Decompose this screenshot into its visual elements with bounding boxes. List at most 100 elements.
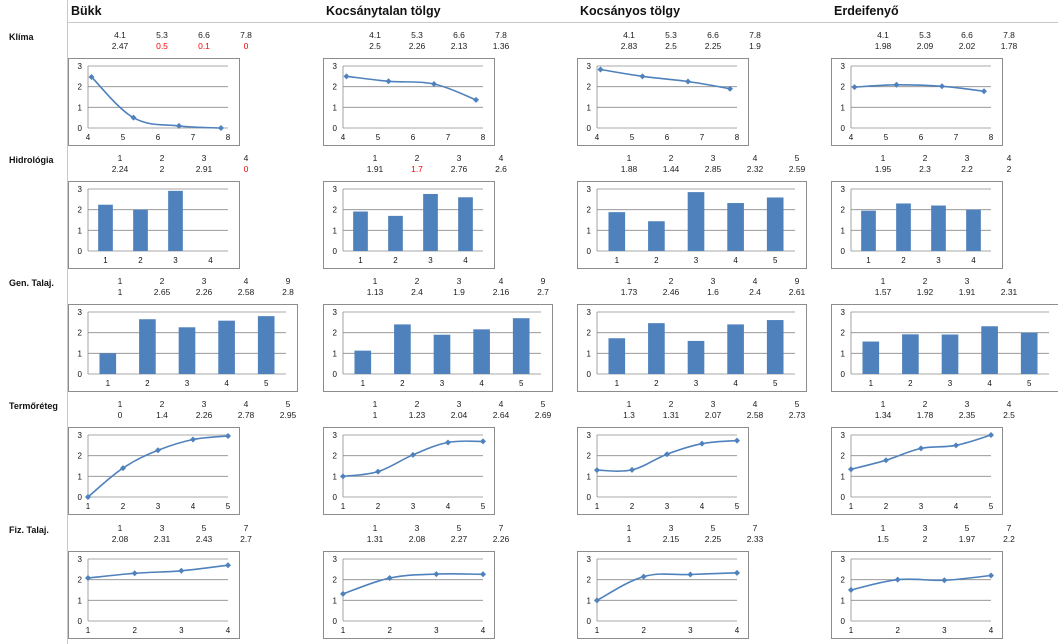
x-value-cell[interactable]: 4	[498, 153, 504, 163]
x-value-cell[interactable]: 1	[626, 153, 632, 163]
x-value-cell[interactable]: 7	[498, 523, 504, 533]
y-value-cell[interactable]: 1.91	[958, 287, 976, 297]
y-value-cell[interactable]: 2.31	[1000, 287, 1018, 297]
x-value-cell[interactable]: 6.6	[198, 30, 210, 40]
x-value-cell[interactable]: 5.3	[156, 30, 168, 40]
chart-gen-talaj-bukk[interactable]: 0 1 2 3 1 2 3 4 5	[68, 304, 298, 392]
y-value-cell[interactable]: 2.6	[495, 164, 507, 174]
x-value-cell[interactable]: 1	[880, 153, 886, 163]
y-value-cell[interactable]: 2.43	[195, 534, 213, 544]
x-value-cell[interactable]: 4	[243, 276, 249, 286]
y-value-cell[interactable]: 2.58	[237, 287, 255, 297]
y-value-cell[interactable]: 1.91	[366, 164, 384, 174]
x-value-cell[interactable]: 7	[1006, 523, 1012, 533]
y-value-cell[interactable]: 1.44	[662, 164, 680, 174]
x-value-cell[interactable]: 2	[668, 153, 674, 163]
y-value-cell[interactable]: 2.58	[746, 410, 764, 420]
y-value-cell[interactable]: 2	[922, 534, 928, 544]
y-value-cell[interactable]: 1.88	[620, 164, 638, 174]
x-value-cell[interactable]: 4.1	[623, 30, 635, 40]
y-value-cell[interactable]: 2.7	[537, 287, 549, 297]
y-value-cell[interactable]: 2.61	[788, 287, 806, 297]
x-value-cell[interactable]: 2	[922, 276, 928, 286]
y-value-cell[interactable]: 2.25	[704, 534, 722, 544]
y-value-cell[interactable]: 1.92	[916, 287, 934, 297]
x-value-cell[interactable]: 3	[159, 523, 165, 533]
chart-gen-talaj-erdeifenyo[interactable]: 0 1 2 3 1 2 3 4 5	[831, 304, 1058, 392]
x-value-cell[interactable]: 3	[456, 276, 462, 286]
x-value-cell[interactable]: 2	[668, 276, 674, 286]
y-value-cell[interactable]: 2.26	[195, 410, 213, 420]
y-value-cell[interactable]: 2.76	[450, 164, 468, 174]
chart-klima-bukk[interactable]: 0 1 2 3 4 5 6 7 8	[68, 58, 240, 146]
chart-gen-talaj-kocsanyos-tolgy[interactable]: 0 1 2 3 1 2 3 4 5	[577, 304, 807, 392]
y-value-cell[interactable]: 2.32	[746, 164, 764, 174]
x-value-cell[interactable]: 7.8	[240, 30, 252, 40]
x-value-cell[interactable]: 7.8	[1003, 30, 1015, 40]
x-value-cell[interactable]: 1	[117, 523, 123, 533]
x-value-cell[interactable]: 9	[285, 276, 291, 286]
y-value-cell[interactable]: 2	[1006, 164, 1012, 174]
y-value-cell[interactable]: 2.13	[450, 41, 468, 51]
y-value-cell[interactable]: 1.13	[366, 287, 384, 297]
y-value-cell[interactable]: 1.23	[408, 410, 426, 420]
x-value-cell[interactable]: 5	[710, 523, 716, 533]
y-value-cell[interactable]: 2.4	[411, 287, 423, 297]
x-value-cell[interactable]: 9	[794, 276, 800, 286]
y-value-cell[interactable]: 1.78	[1000, 41, 1018, 51]
x-value-cell[interactable]: 1	[626, 399, 632, 409]
x-value-cell[interactable]: 9	[540, 276, 546, 286]
x-value-cell[interactable]: 6.6	[961, 30, 973, 40]
y-value-cell[interactable]: 2.26	[408, 41, 426, 51]
x-value-cell[interactable]: 1	[372, 276, 378, 286]
x-value-cell[interactable]: 3	[922, 523, 928, 533]
y-value-cell[interactable]: 2.25	[704, 41, 722, 51]
chart-klima-erdeifenyo[interactable]: 0 1 2 3 4 5 6 7 8	[831, 58, 1003, 146]
y-value-cell[interactable]: 1.57	[874, 287, 892, 297]
y-value-cell[interactable]: 2.26	[195, 287, 213, 297]
y-value-cell[interactable]: 1.31	[662, 410, 680, 420]
chart-hidrologia-bukk[interactable]: 0 1 2 3 1 2 3 4	[68, 181, 240, 269]
y-value-cell[interactable]: 2.02	[958, 41, 976, 51]
chart-hidrologia-erdeifenyo[interactable]: 0 1 2 3 1 2 3 4	[831, 181, 1003, 269]
chart-hidrologia-kocsanytalan-tolgy[interactable]: 0 1 2 3 1 2 3 4	[323, 181, 495, 269]
y-value-cell[interactable]: 2.7	[240, 534, 252, 544]
y-value-cell[interactable]: 2.07	[704, 410, 722, 420]
x-value-cell[interactable]: 2	[159, 399, 165, 409]
x-value-cell[interactable]: 2	[159, 276, 165, 286]
y-value-cell[interactable]: 2.3	[919, 164, 931, 174]
x-value-cell[interactable]: 5	[285, 399, 291, 409]
y-value-cell[interactable]: 1.78	[916, 410, 934, 420]
x-value-cell[interactable]: 4	[498, 399, 504, 409]
x-value-cell[interactable]: 4	[1006, 399, 1012, 409]
x-value-cell[interactable]: 1	[372, 523, 378, 533]
y-value-cell[interactable]: 2.2	[1003, 534, 1015, 544]
x-value-cell[interactable]: 3	[201, 153, 207, 163]
x-value-cell[interactable]: 2	[922, 153, 928, 163]
x-value-cell[interactable]: 6.6	[453, 30, 465, 40]
y-value-cell[interactable]: 1.5	[877, 534, 889, 544]
chart-hidrologia-kocsanyos-tolgy[interactable]: 0 1 2 3 1 2 3 4 5	[577, 181, 807, 269]
x-value-cell[interactable]: 1	[880, 399, 886, 409]
y-value-cell[interactable]: 0	[117, 410, 123, 420]
y-value-cell[interactable]: 1.4	[156, 410, 168, 420]
y-value-cell[interactable]: 2	[159, 164, 165, 174]
y-value-cell[interactable]: 2.47	[111, 41, 129, 51]
x-value-cell[interactable]: 4	[243, 399, 249, 409]
y-value-cell[interactable]: 0.1	[198, 41, 210, 51]
y-value-cell[interactable]: 2.91	[195, 164, 213, 174]
x-value-cell[interactable]: 5	[794, 399, 800, 409]
y-value-cell[interactable]: 0.5	[156, 41, 168, 51]
x-value-cell[interactable]: 5	[540, 399, 546, 409]
x-value-cell[interactable]: 5	[794, 153, 800, 163]
x-value-cell[interactable]: 4	[752, 153, 758, 163]
y-value-cell[interactable]: 1.6	[707, 287, 719, 297]
x-value-cell[interactable]: 6.6	[707, 30, 719, 40]
y-value-cell[interactable]: 2.65	[153, 287, 171, 297]
x-value-cell[interactable]: 3	[710, 399, 716, 409]
x-value-cell[interactable]: 3	[668, 523, 674, 533]
y-value-cell[interactable]: 1	[117, 287, 123, 297]
